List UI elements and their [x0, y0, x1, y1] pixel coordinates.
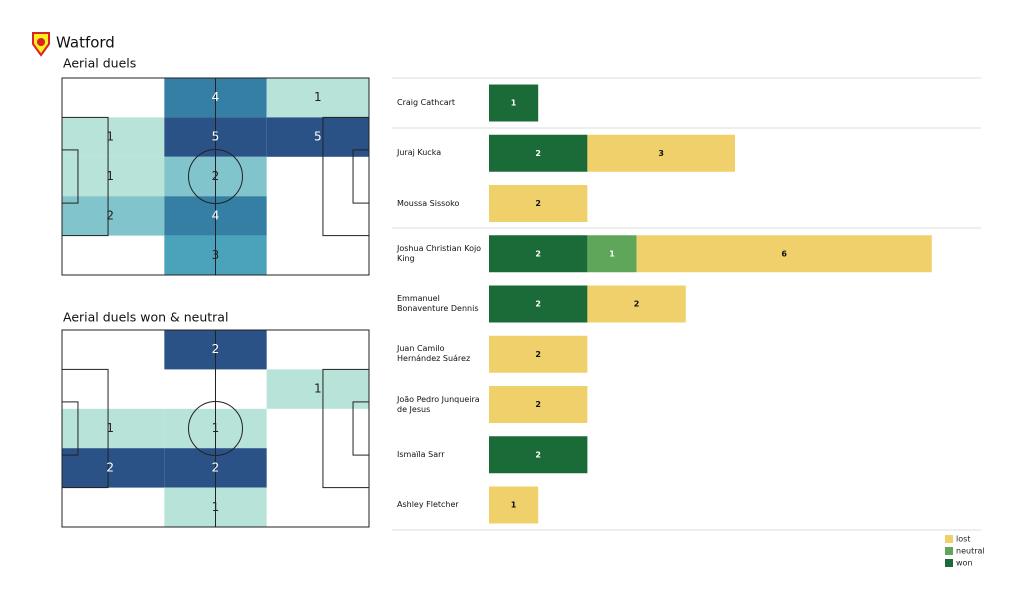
cell-label: 2 [212, 169, 220, 183]
page-title: Watford [56, 34, 115, 52]
y-tick-label: Craig Cathcart [397, 98, 456, 107]
bar-label: 1 [511, 501, 517, 510]
y-tick-label: Joshua Christian Kojo King [397, 243, 482, 263]
legend-swatch [945, 547, 953, 555]
y-tick-label: Ashley Fletcher [397, 500, 459, 509]
heat-cell [266, 369, 369, 409]
bar-label: 2 [535, 450, 541, 459]
cell-label: 2 [106, 460, 114, 474]
bar-segment [489, 335, 588, 373]
bar-label: 6 [781, 249, 787, 258]
heat-cell [266, 117, 369, 157]
bar-label: 1 [511, 99, 517, 108]
cell-label: 4 [212, 208, 220, 222]
heat-cell [62, 408, 165, 449]
legend-swatch [945, 559, 953, 567]
bar-label: 1 [609, 249, 615, 258]
bar-label: 2 [634, 300, 640, 309]
bar-segment [489, 235, 588, 273]
goal-area [352, 149, 370, 204]
cell-label: 3 [212, 248, 220, 262]
bar-segment [587, 235, 637, 273]
bar-segment [489, 386, 588, 423]
heat-cell [62, 156, 165, 197]
legend-label: neutral [956, 547, 985, 556]
cell-label: 1 [212, 500, 220, 514]
heat-cell [62, 117, 165, 157]
y-tick-label: Juan Camilo Hernández Suárez [397, 344, 471, 364]
bar-segment [489, 84, 539, 122]
heat-cell [62, 448, 165, 488]
chart-title: Aerial duels won & neutral [63, 310, 228, 325]
goal-area [61, 401, 79, 456]
cell-label: 4 [212, 90, 220, 104]
y-tick-label: Juraj Kucka [397, 148, 442, 158]
bar-segment [636, 235, 932, 273]
bar-label: 2 [535, 400, 541, 409]
cell-label: 5 [212, 130, 220, 144]
chart-title: Aerial duels [63, 56, 136, 71]
goal-area [352, 401, 370, 456]
heat-cell [266, 78, 369, 118]
bar-label: 2 [535, 300, 541, 309]
center-circle [188, 149, 243, 204]
bar-segment [489, 185, 588, 222]
bar-segment [489, 134, 588, 172]
center-circle [188, 401, 243, 456]
bar-segment [489, 436, 588, 474]
bar-segment [587, 285, 686, 323]
bar-label: 2 [535, 249, 541, 258]
cell-label: 1 [314, 382, 322, 396]
y-tick-label: Ismaïla Sarr [397, 449, 445, 459]
legend-label: lost [956, 535, 970, 544]
cell-label: 1 [106, 421, 114, 435]
bar-segment [489, 486, 539, 524]
legend-swatch [945, 535, 953, 543]
cell-label: 2 [212, 460, 220, 474]
bar-segment [587, 134, 735, 172]
bar-segment [489, 285, 588, 323]
cell-label: 1 [212, 421, 220, 435]
cell-label: 1 [106, 130, 114, 144]
bar-label: 2 [535, 350, 541, 359]
y-tick-label: João Pedro Junqueira de Jesus [397, 394, 480, 414]
club-logo [32, 32, 50, 57]
bar-label: 2 [535, 149, 541, 158]
legend-label: won [956, 559, 973, 568]
separators [392, 77, 981, 531]
heat-cell [62, 196, 165, 236]
goal-area [61, 149, 79, 204]
cell-label: 2 [106, 208, 114, 222]
cell-label: 2 [212, 342, 220, 356]
cell-label: 1 [314, 90, 322, 104]
cell-label: 1 [106, 169, 114, 183]
cell-label: 5 [314, 130, 322, 144]
bar-label: 3 [658, 149, 664, 158]
y-tick-label: Emmanuel Bonaventure Dennis [397, 294, 479, 313]
bar-label: 2 [535, 199, 541, 208]
y-tick-label: Moussa Sissoko [397, 198, 460, 208]
